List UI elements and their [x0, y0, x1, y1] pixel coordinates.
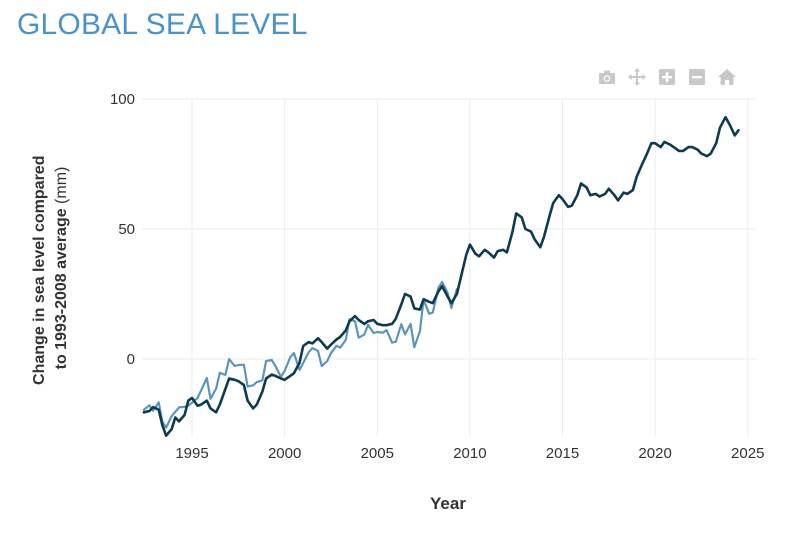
pan-icon[interactable] — [626, 66, 648, 88]
y-tick-label: 100 — [110, 91, 135, 108]
camera-icon[interactable] — [596, 66, 618, 88]
y-axis-title: Change in sea level compared to 1993-200… — [31, 151, 70, 385]
chart-gridlines — [142, 98, 757, 437]
home-icon[interactable] — [716, 66, 738, 88]
y-tick-label: 50 — [118, 221, 135, 238]
x-tick-label: 2020 — [638, 445, 671, 462]
x-tick-label: 2000 — [268, 445, 301, 462]
x-tick-label: 2025 — [731, 445, 764, 462]
x-tick-label: 2015 — [546, 445, 579, 462]
page-title: GLOBAL SEA LEVEL — [17, 8, 308, 41]
x-tick-label: 2005 — [361, 445, 394, 462]
series-line-2 — [142, 115, 740, 437]
zoom-in-icon[interactable] — [656, 66, 678, 88]
chart-tick-labels: 1995 2000 2005 2010 2015 2020 2025 0 50 100 — [110, 91, 764, 462]
x-tick-label: 2010 — [453, 445, 486, 462]
x-axis-title: Year — [430, 494, 466, 513]
chart-series — [142, 115, 740, 437]
x-tick-label: 1995 — [175, 445, 208, 462]
chart-modebar — [596, 66, 738, 88]
y-tick-label: 0 — [127, 351, 135, 368]
zoom-out-icon[interactable] — [686, 66, 708, 88]
